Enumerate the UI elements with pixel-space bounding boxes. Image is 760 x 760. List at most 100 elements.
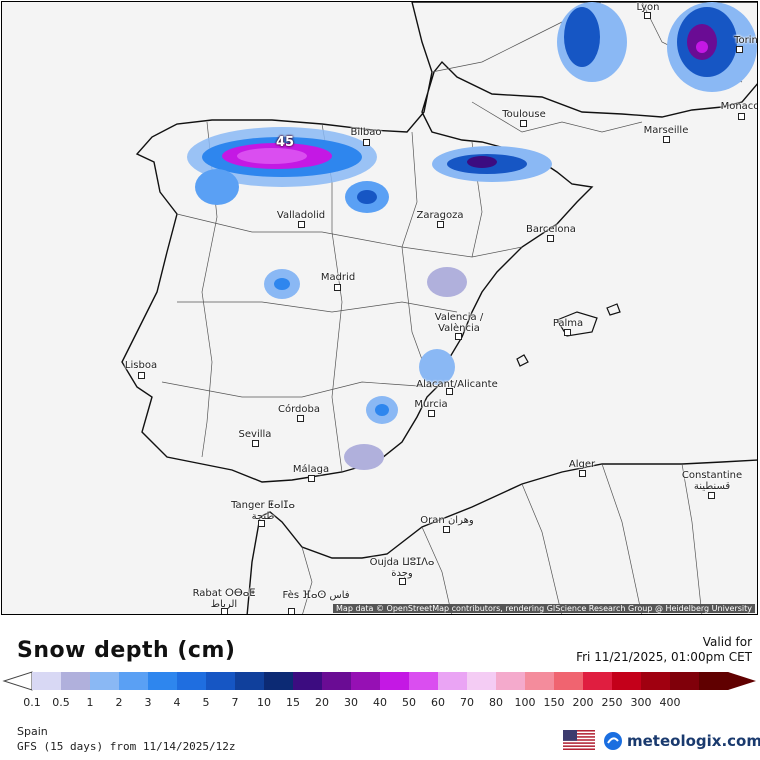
snow-depth-overlay — [187, 2, 757, 470]
scale-bin — [699, 672, 729, 690]
scale-bin — [61, 672, 91, 690]
scale-tick-label: 300 — [630, 696, 652, 709]
map-canvas — [2, 2, 757, 614]
city-label: Oran وهران — [420, 515, 474, 526]
scale-arrow-low — [2, 671, 33, 691]
island-menorca — [606, 303, 621, 316]
city-label: Lisboa — [124, 360, 158, 371]
city-marker — [520, 120, 527, 127]
scale-tick-label: 3 — [144, 696, 152, 709]
city-label: Sevilla — [238, 429, 272, 440]
scale-tick-label: 70 — [460, 696, 474, 709]
brand-name: meteologix.com — [627, 732, 760, 750]
city-label: Marseille — [643, 125, 689, 136]
scale-bin — [235, 672, 265, 690]
model-run-label: GFS (15 days) from 11/14/2025/12z — [17, 740, 236, 753]
map-panel[interactable]: 45 Lyon Torin Monaco Marseille Toulouse … — [1, 1, 758, 615]
city-label: Zaragoza — [416, 210, 464, 221]
scale-tick-label: 4 — [173, 696, 181, 709]
scale-tick-label: 400 — [659, 696, 681, 709]
city-label: Alacant/Alicante — [416, 379, 498, 390]
map-attribution[interactable]: Map data © OpenStreetMap contributors, r… — [333, 604, 755, 613]
city-marker — [428, 410, 435, 417]
city-marker — [297, 415, 304, 422]
scale-tick-label: 100 — [514, 696, 536, 709]
scale-arrow-high — [728, 672, 756, 690]
city-marker — [738, 113, 745, 120]
scale-bin — [583, 672, 613, 690]
city-marker — [308, 475, 315, 482]
city-marker — [644, 12, 651, 19]
meteologix-logo-icon — [604, 732, 622, 750]
city-marker — [288, 608, 295, 614]
scale-tick-label: 150 — [543, 696, 565, 709]
scale-bar — [2, 671, 756, 691]
city-label: Madrid — [320, 272, 356, 283]
city-marker — [564, 329, 571, 336]
city-label: Fès ⴼⴰⵙ فاس — [282, 590, 350, 601]
city-marker — [221, 608, 228, 614]
scale-bin — [438, 672, 468, 690]
scale-bin — [148, 672, 178, 690]
city-marker — [663, 136, 670, 143]
scale-tick-label: 1 — [86, 696, 94, 709]
city-marker — [736, 46, 743, 53]
scale-tick-label: 0.5 — [52, 696, 70, 709]
valid-time-block: Valid for Fri 11/21/2025, 01:00pm CET — [576, 635, 752, 665]
city-marker — [138, 372, 145, 379]
coastline-iberia — [121, 2, 757, 483]
city-label: Rabat ⵔⴱⴰⵟ الرباط — [192, 588, 256, 610]
city-label: Torin — [734, 35, 758, 46]
city-marker — [443, 526, 450, 533]
scale-bin — [525, 672, 555, 690]
scale-tick-label: 15 — [286, 696, 300, 709]
scale-bin — [264, 672, 294, 690]
us-flag-icon[interactable] — [563, 730, 595, 750]
city-label: Valencia / València — [434, 312, 484, 334]
scale-bin — [90, 672, 120, 690]
city-label: Alger — [568, 459, 596, 470]
city-label: Málaga — [292, 464, 330, 475]
scale-tick-label: 50 — [402, 696, 416, 709]
city-label: Valladolid — [276, 210, 326, 221]
scale-tick-label: 10 — [257, 696, 271, 709]
scale-bin — [641, 672, 671, 690]
city-marker — [399, 578, 406, 585]
scale-tick-label: 250 — [601, 696, 623, 709]
scale-tick-label: 2 — [115, 696, 123, 709]
city-marker — [547, 235, 554, 242]
scale-tick-label: 20 — [315, 696, 329, 709]
scale-bin — [467, 672, 497, 690]
city-label: Tanger ⵟⴰⵏⵊⴰ طنجة — [231, 500, 295, 522]
region-label: Spain — [17, 725, 48, 738]
legend-title: Snow depth (cm) — [17, 638, 236, 663]
coastline-africa — [246, 459, 757, 614]
city-marker — [708, 492, 715, 499]
scale-tick-label: 7 — [231, 696, 239, 709]
city-marker — [455, 333, 462, 340]
city-label: Bilbao — [350, 127, 382, 138]
scale-bin — [32, 672, 62, 690]
scale-bin — [554, 672, 584, 690]
scale-bin — [380, 672, 410, 690]
scale-bin — [612, 672, 642, 690]
scale-tick-label: 40 — [373, 696, 387, 709]
scale-tick-label: 0.1 — [23, 696, 41, 709]
brand-logo[interactable]: meteologix.com — [603, 730, 760, 752]
city-label: Córdoba — [278, 404, 320, 415]
peak-snow-label: 45 — [276, 135, 295, 150]
scale-bin — [119, 672, 149, 690]
city-marker — [363, 139, 370, 146]
city-marker — [446, 388, 453, 395]
valid-time: Fri 11/21/2025, 01:00pm CET — [576, 650, 752, 664]
city-label: Toulouse — [502, 109, 546, 120]
scale-tick-label: 80 — [489, 696, 503, 709]
scale-tick-label: 5 — [202, 696, 210, 709]
city-label: Murcia — [414, 399, 448, 410]
valid-for-label: Valid for — [702, 635, 752, 649]
scale-bin — [670, 672, 700, 690]
scale-bin — [409, 672, 439, 690]
scale-tick-label: 60 — [431, 696, 445, 709]
city-label: Palma — [552, 318, 584, 329]
scale-tick-label: 200 — [572, 696, 594, 709]
